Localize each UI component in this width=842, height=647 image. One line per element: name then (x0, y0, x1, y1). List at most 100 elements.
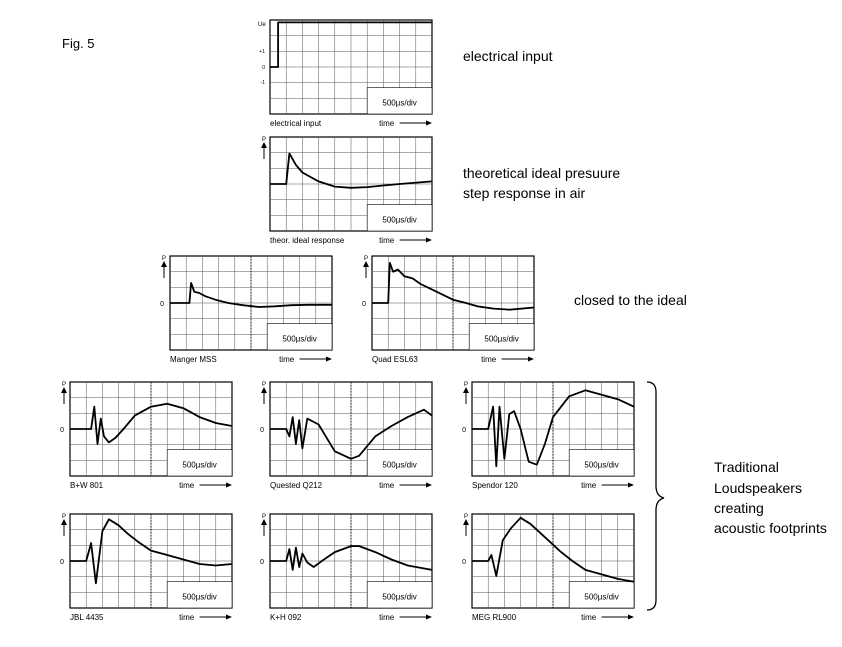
panel-9-p-arrowhead (261, 519, 267, 525)
panel-8-name-label: JBL 4435 (70, 613, 104, 622)
panel-1-y-label: Ue (258, 22, 266, 28)
panel-3-scale-box (266, 323, 333, 351)
panel-2-time-label: time (379, 236, 395, 245)
panel-4-time-arrowhead (528, 356, 534, 362)
panel-2-time-arrowhead (426, 237, 432, 243)
panel-6-p-arrowhead (261, 387, 267, 393)
panel-3-p-arrowhead (161, 261, 167, 267)
panel-6-trace (270, 408, 433, 460)
panel-8-time-arrowhead (226, 614, 232, 620)
panel-1-trace (270, 21, 432, 68)
panel-4-time-label: time (481, 355, 497, 364)
panel-3-trace (170, 282, 332, 308)
panel-5-time-arrowhead (226, 482, 232, 488)
panel-9-name-label: K+H 092 (270, 613, 302, 622)
panel-10-scale-label: 500µs/div (584, 593, 618, 602)
annotation-traditional-3: creating (714, 500, 764, 516)
annotation-closed-to-ideal: closed to the ideal (574, 292, 687, 308)
panel-10-time-arrowhead (628, 614, 634, 620)
annotation-traditional-4: acoustic footprints (714, 520, 827, 536)
panel-6-time-arrowhead (426, 482, 432, 488)
panel-8-p-arrowhead (61, 519, 67, 525)
panel-5-p-label: P (62, 382, 66, 388)
panel-5-name-label: B+W 801 (70, 481, 104, 490)
figure-label: Fig. 5 (62, 36, 95, 51)
panel-1-scale-box (366, 87, 433, 115)
panel-9-zero-label: 0 (260, 559, 264, 566)
annotation-theoretical-line1: theoretical ideal presuure (463, 165, 621, 181)
panel-9-trace (270, 545, 433, 571)
panel-4-name-label: Quad ESL63 (372, 355, 418, 364)
panel-4-zero-label: 0 (362, 301, 366, 308)
panel-6-name-label: Quested Q212 (270, 481, 323, 490)
annotation-traditional-2: Loudspeakers (714, 480, 802, 496)
panel-5-zero-label: 0 (60, 427, 64, 434)
panel-10-time-label: time (581, 613, 597, 622)
panel-4-trace (372, 261, 535, 311)
panel-6-scale-box (366, 449, 433, 477)
panel-1-y-tick: -1 (261, 80, 266, 86)
panel-8-trace (70, 518, 233, 585)
panel-7-name-label: Spendor 120 (472, 481, 518, 490)
panel-3-name-label: Manger MSS (170, 355, 217, 364)
panel-10-p-label: P (464, 514, 468, 520)
panel-7-scale-box (568, 449, 635, 477)
panel-7-time-arrowhead (628, 482, 634, 488)
panel-1-name-label: electrical input (270, 119, 322, 128)
panel-5-scale-label: 500µs/div (182, 461, 216, 470)
panel-5-scale-box (166, 449, 233, 477)
panel-9-scale-box (366, 581, 433, 609)
panel-5-trace (70, 402, 233, 445)
panel-6-time-label: time (379, 481, 395, 490)
panel-7-time-label: time (581, 481, 597, 490)
panel-2-p-arrowhead (261, 142, 267, 148)
panel-9-p-label: P (262, 514, 266, 520)
panel-8-p-label: P (62, 514, 66, 520)
panel-3-scale-label: 500µs/div (282, 335, 316, 344)
panel-8-time-label: time (179, 613, 195, 622)
group-brace (646, 381, 665, 611)
annotation-traditional-1: Traditional (714, 459, 779, 475)
panel-2-scale-box (366, 204, 433, 232)
panel-9-time-arrowhead (426, 614, 432, 620)
panel-5-time-label: time (179, 481, 195, 490)
panel-2-name-label: theor. ideal response (270, 236, 345, 245)
panel-7-trace (472, 389, 635, 468)
panel-3-time-label: time (279, 355, 295, 364)
panel-8-zero-label: 0 (60, 559, 64, 566)
panel-4-p-arrowhead (363, 261, 369, 267)
panel-7-zero-label: 0 (462, 427, 466, 434)
panel-9-time-label: time (379, 613, 395, 622)
panel-6-scale-label: 500µs/div (382, 461, 416, 470)
panel-2-trace (270, 152, 433, 189)
panel-1-time-arrowhead (426, 120, 432, 126)
panel-7-p-arrowhead (463, 387, 469, 393)
panel-4-p-label: P (364, 256, 368, 262)
panel-6-p-label: P (262, 382, 266, 388)
panel-8-scale-label: 500µs/div (182, 593, 216, 602)
panel-1-y-tick: +1 (259, 49, 265, 55)
panel-8-scale-box (166, 581, 233, 609)
panel-9-scale-label: 500µs/div (382, 593, 416, 602)
panel-7-p-label: P (464, 382, 468, 388)
panel-10-trace (472, 516, 635, 583)
panel-1-scale-label: 500µs/div (382, 99, 416, 108)
annotation-electrical-input: electrical input (463, 48, 553, 64)
panel-4-scale-label: 500µs/div (484, 335, 518, 344)
panel-4-scale-box (468, 323, 535, 351)
annotation-theoretical-line2: step response in air (463, 185, 586, 201)
panel-10-zero-label: 0 (462, 559, 466, 566)
panel-3-time-arrowhead (326, 356, 332, 362)
panel-3-p-label: P (162, 256, 166, 262)
panel-7-scale-label: 500µs/div (584, 461, 618, 470)
panel-3-zero-label: 0 (160, 301, 164, 308)
panel-1-time-label: time (379, 119, 395, 128)
panel-2-p-label: P (262, 137, 266, 143)
panel-6-zero-label: 0 (260, 427, 264, 434)
panel-10-name-label: MEG RL900 (472, 613, 517, 622)
panel-10-scale-box (568, 581, 635, 609)
panel-2-scale-label: 500µs/div (382, 216, 416, 225)
panel-5-p-arrowhead (61, 387, 67, 393)
